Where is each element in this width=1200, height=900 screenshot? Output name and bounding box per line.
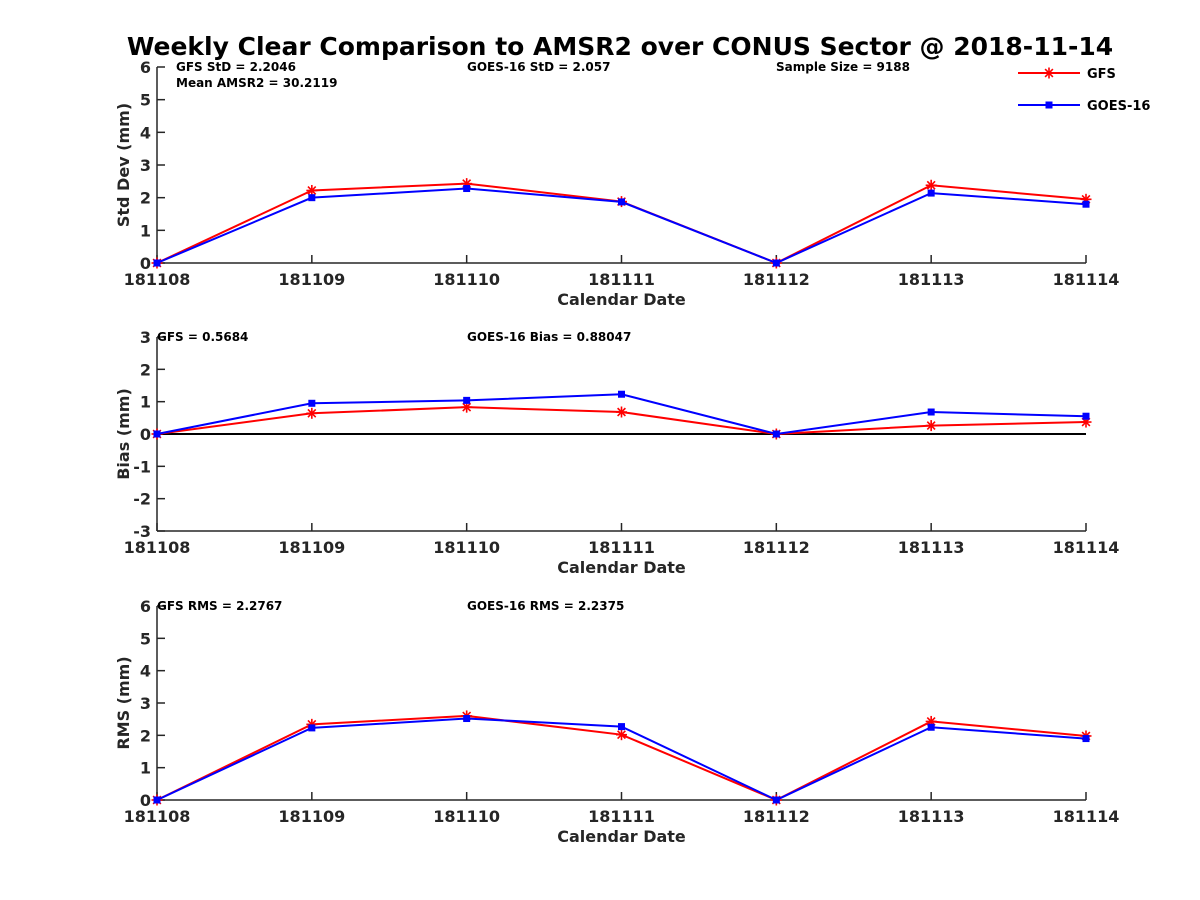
y-tick-label: 2 xyxy=(140,360,151,379)
legend-marker xyxy=(1045,101,1053,109)
x-axis-label: Calendar Date xyxy=(557,827,686,846)
x-tick-label: 181111 xyxy=(588,538,655,557)
legend: GFS GOES-16 xyxy=(1018,67,1150,114)
x-axis-label: Calendar Date xyxy=(557,290,686,309)
annotation: GOES-16 StD = 2.057 xyxy=(467,60,610,74)
x-tick-label: 181114 xyxy=(1053,270,1120,289)
data-point-gfs xyxy=(306,407,318,419)
y-axis-label: RMS (mm) xyxy=(114,656,133,749)
data-point-goes-16 xyxy=(463,185,471,193)
x-tick-label: 181109 xyxy=(278,807,345,826)
x-tick-label: 181114 xyxy=(1053,807,1120,826)
data-point-goes-16 xyxy=(927,189,935,197)
y-tick-label: -3 xyxy=(133,522,151,541)
panels: 0 1 2 3 4 5 6 181108 181109 181110 181111 181112 181… xyxy=(114,58,1119,846)
y-axis-label: Bias (mm) xyxy=(114,388,133,480)
y-tick-label: 4 xyxy=(140,662,151,681)
y-tick-label: 1 xyxy=(140,759,151,778)
data-point-goes-16 xyxy=(153,430,161,438)
series-line-gfs xyxy=(156,182,1087,265)
y-tick-label: 0 xyxy=(140,791,151,810)
legend-label: GFS xyxy=(1087,67,1116,82)
x-tick-label: 181111 xyxy=(588,807,655,826)
data-point-goes-16 xyxy=(308,399,316,407)
annotation: GFS RMS = 2.2767 xyxy=(157,599,282,613)
y-tick-label: 3 xyxy=(140,694,151,713)
x-axis-label: Calendar Date xyxy=(557,558,686,577)
data-point-gfs xyxy=(616,729,627,741)
y-tick-label: 0 xyxy=(140,425,151,444)
y-tick-label: 2 xyxy=(140,726,151,745)
y-tick-label: 5 xyxy=(140,629,151,648)
data-point-gfs xyxy=(616,406,627,418)
data-point-gfs xyxy=(925,420,937,432)
data-point-gfs xyxy=(925,179,937,191)
data-point-gfs xyxy=(461,401,473,413)
data-point-goes-16 xyxy=(1082,412,1090,420)
y-tick-label: 1 xyxy=(140,221,151,240)
y-tick-label: 6 xyxy=(140,58,151,77)
data-point-goes-16 xyxy=(308,194,316,202)
legend-entry-goes-16: GOES-16 xyxy=(1018,99,1150,114)
x-tick-label: 181114 xyxy=(1053,538,1120,557)
data-point-gfs xyxy=(306,184,318,196)
annotation: GOES-16 Bias = 0.88047 xyxy=(467,330,631,344)
data-point-goes-16 xyxy=(153,796,161,804)
x-tick-label: 181109 xyxy=(278,538,345,557)
x-tick-label: 181112 xyxy=(743,807,810,826)
y-tick-label: 2 xyxy=(140,189,151,208)
chart-title: Weekly Clear Comparison to AMSR2 over CO… xyxy=(127,32,1113,61)
panel-3: 0 1 2 3 4 5 6 181108 181109 181110 181111 181112 181… xyxy=(114,597,1119,846)
x-tick-label: 181112 xyxy=(743,270,810,289)
data-point-goes-16 xyxy=(153,259,161,267)
x-tick-label: 181110 xyxy=(433,538,500,557)
x-tick-label: 181113 xyxy=(898,807,965,826)
x-tick-label: 181109 xyxy=(278,270,345,289)
panel-2: -3 -2 -1 0 1 2 3 181108 181109 181110 181111 181112… xyxy=(114,328,1119,577)
data-point-goes-16 xyxy=(618,390,625,398)
x-tick-label: 181113 xyxy=(898,270,965,289)
y-tick-label: 1 xyxy=(140,393,151,412)
x-tick-label: 181108 xyxy=(124,807,191,826)
data-point-goes-16 xyxy=(308,724,316,732)
data-point-goes-16 xyxy=(463,715,471,723)
y-tick-label: 4 xyxy=(140,123,151,142)
annotation: Sample Size = 9188 xyxy=(776,60,910,74)
legend-entry-gfs: GFS xyxy=(1018,67,1116,82)
legend-marker xyxy=(1043,67,1055,79)
legend-label: GOES-16 xyxy=(1087,99,1150,114)
x-tick-label: 181113 xyxy=(898,538,965,557)
x-tick-label: 181110 xyxy=(433,807,500,826)
y-tick-label: 6 xyxy=(140,597,151,616)
data-point-goes-16 xyxy=(463,396,471,404)
y-tick-label: -2 xyxy=(133,490,151,509)
data-point-goes-16 xyxy=(927,723,935,731)
annotation: GOES-16 RMS = 2.2375 xyxy=(467,599,624,613)
x-tick-label: 181112 xyxy=(743,538,810,557)
y-tick-label: 3 xyxy=(140,328,151,347)
data-point-goes-16 xyxy=(618,723,625,731)
y-axis-label: Std Dev (mm) xyxy=(114,103,133,227)
x-tick-label: 181110 xyxy=(433,270,500,289)
annotation: Mean AMSR2 = 30.2119 xyxy=(176,76,337,90)
y-tick-label: 0 xyxy=(140,254,151,273)
y-tick-label: -1 xyxy=(133,457,151,476)
data-point-goes-16 xyxy=(927,408,935,416)
data-point-goes-16 xyxy=(772,796,780,804)
data-point-goes-16 xyxy=(618,198,625,206)
data-point-goes-16 xyxy=(1082,735,1090,743)
annotation: GFS = 0.5684 xyxy=(157,330,248,344)
y-tick-label: 3 xyxy=(140,156,151,175)
data-point-goes-16 xyxy=(772,430,780,438)
x-tick-label: 181111 xyxy=(588,270,655,289)
annotation: GFS StD = 2.2046 xyxy=(176,60,296,74)
panel-1: 0 1 2 3 4 5 6 181108 181109 181110 181111 181112 181… xyxy=(114,58,1119,309)
data-point-goes-16 xyxy=(1082,200,1090,208)
x-tick-label: 181108 xyxy=(124,538,191,557)
x-tick-label: 181108 xyxy=(124,270,191,289)
data-point-goes-16 xyxy=(772,259,780,267)
y-tick-label: 5 xyxy=(140,91,151,110)
